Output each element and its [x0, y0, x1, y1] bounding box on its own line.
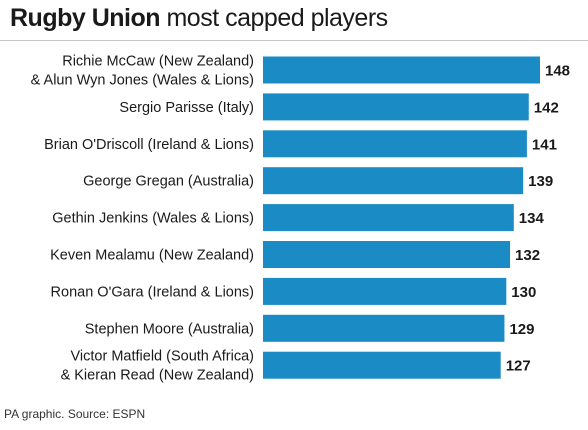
bar [263, 130, 527, 158]
category-label: Stephen Moore (Australia) [85, 321, 254, 337]
category-label: George Gregan (Australia) [83, 174, 254, 190]
bar [263, 93, 529, 121]
value-label: 127 [506, 358, 531, 375]
value-label: 132 [515, 247, 540, 264]
bar [263, 167, 524, 195]
value-label: 141 [532, 136, 557, 153]
bar-row: 139 George Gregan (Australia) [83, 167, 553, 195]
category-label: & Alun Wyn Jones (Wales & Lions) [31, 73, 254, 89]
value-label: 130 [511, 284, 536, 301]
category-label: Ronan O'Gara (Ireland & Lions) [51, 284, 254, 300]
value-label: 139 [528, 173, 553, 190]
bar-row: 134 Gethin Jenkins (Wales & Lions) [52, 204, 545, 232]
title-bold: Rugby Union [10, 4, 161, 32]
bar-row: 148 Richie McCaw (New Zealand) & Alun Wyn … [31, 54, 570, 89]
value-label: 129 [509, 321, 534, 338]
bar-row: 130 Ronan O'Gara (Ireland & Lions) [51, 277, 536, 305]
bar-row: 132 Keven Mealamu (New Zealand) [50, 241, 540, 268]
bar-row: 129 Stephen Moore (Australia) [85, 314, 534, 342]
category-label: & Kieran Read (New Zealand) [61, 368, 254, 384]
bar [263, 277, 507, 305]
value-label: 134 [519, 210, 545, 227]
category-label: Brian O'Driscoll (Ireland & Lions) [44, 137, 254, 153]
bar [263, 314, 505, 342]
bar-chart: 148 Richie McCaw (New Zealand) & Alun Wyn … [31, 54, 570, 384]
category-label: Victor Matfield (South Africa) [71, 349, 254, 365]
category-label: Sergio Parisse (Italy) [119, 100, 254, 116]
bar [263, 241, 511, 268]
source-note: PA graphic. Source: ESPN [4, 407, 146, 421]
category-label: Gethin Jenkins (Wales & Lions) [52, 211, 254, 227]
bar-row: 141 Brian O'Driscoll (Ireland & Lions) [44, 130, 557, 158]
chart-title: Rugby Union most capped players [10, 4, 388, 33]
bar [263, 351, 501, 379]
category-label: Richie McCaw (New Zealand) [62, 54, 254, 70]
bar [263, 204, 514, 232]
category-label: Keven Mealamu (New Zealand) [50, 248, 254, 264]
title-divider [0, 40, 588, 41]
bar-row: 142 Sergio Parisse (Italy) [119, 93, 559, 121]
value-label: 142 [534, 99, 559, 116]
bar [263, 56, 540, 84]
bar-row: 127 Victor Matfield (South Africa) & Kiera… [61, 349, 531, 384]
value-label: 148 [545, 63, 570, 80]
title-rest: most capped players [166, 4, 388, 32]
